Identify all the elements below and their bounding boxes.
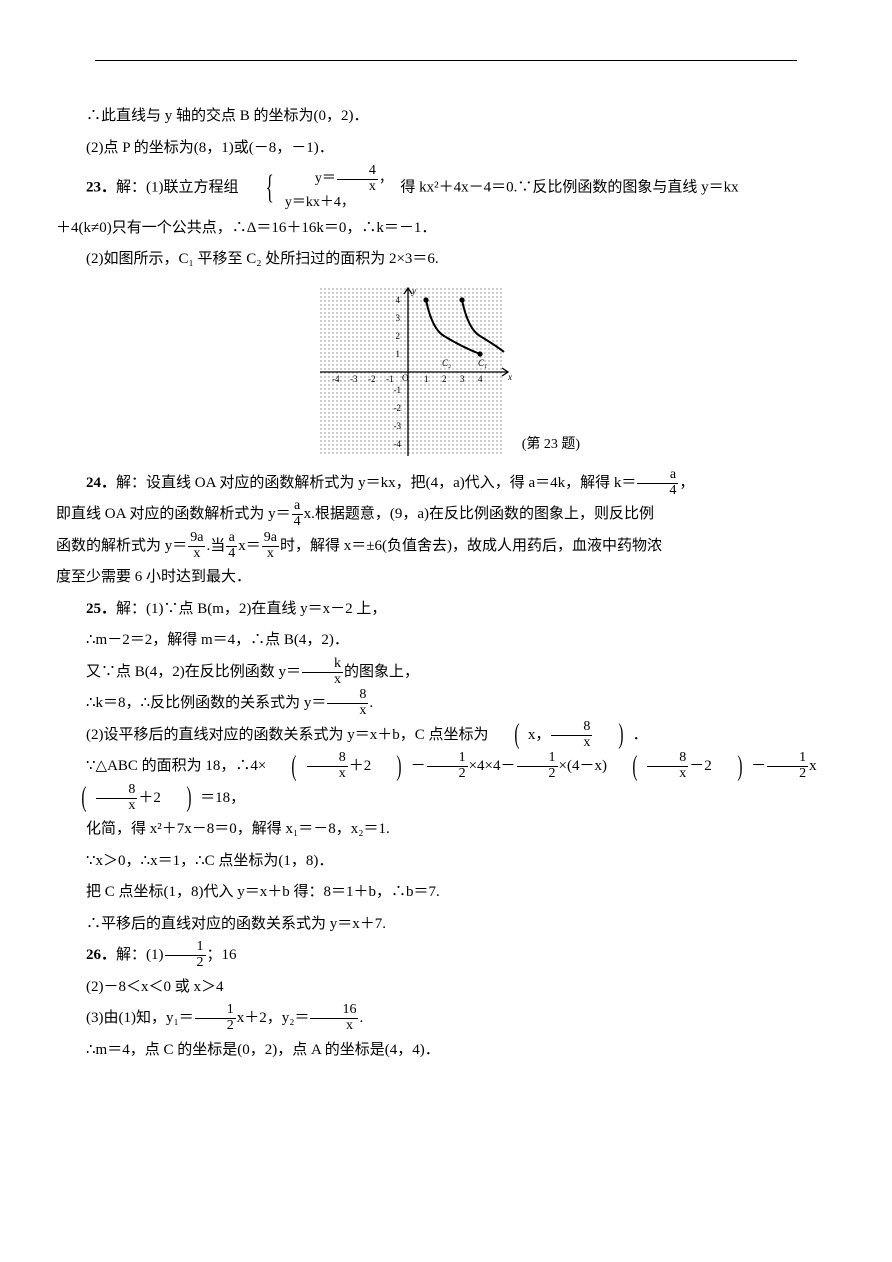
p25-l7: 化简，得 x²＋7x－8＝0，解得 x₁＝－8，x₂＝1.	[56, 814, 836, 846]
y-axis-label: y	[411, 286, 416, 296]
p24-line3: 函数的解析式为 y＝9ax.当a4x＝9ax时，解得 x＝±6(负值舍去)，故成…	[56, 531, 836, 563]
svg-text:-2: -2	[393, 403, 401, 413]
p25-l10: ∴平移后的直线对应的函数关系式为 y＝x＋7.	[56, 909, 836, 941]
c1-label: C₁	[478, 358, 487, 368]
grid-chart: O x y -4 -3 -2 -1 1 2 3 4 1 2 3 4 -1 -2 -3 -4 C₁ C₂	[312, 284, 512, 460]
p23-part2: (2)如图所示，C₁ 平移至 C₂ 处所扫过的面积为 2×3＝6.	[56, 244, 836, 276]
svg-text:3: 3	[395, 313, 400, 323]
p23-line1: 23．解：(1)联立方程组{ y＝4x， y＝kx＋4， 得 kx²＋4x－4＝…	[56, 164, 836, 213]
svg-text:-2: -2	[368, 374, 376, 384]
p22-line2: (2)点 P 的坐标为(8，1)或(－8，－1)．	[56, 133, 836, 165]
p23-cont: ＋4(k≠0)只有一个公共点，∴Δ＝16＋16k＝0，∴k＝－1．	[56, 213, 836, 245]
p23-intro: 解：(1)联立方程组	[116, 180, 239, 196]
p23-number: 23．	[86, 180, 116, 196]
p23-after-system: 得 kx²＋4x－4＝0.∵反比例函数的图象与直线 y＝kx	[400, 180, 738, 196]
p25-l1: 25．解：(1)∵点 B(m，2)在直线 y＝x－2 上，	[56, 594, 836, 626]
p25-l6: ∵△ABC 的面积为 18，∴4×(8x＋2)－12×4×4－12×(4－x)(…	[56, 751, 836, 814]
origin-label: O	[402, 373, 409, 383]
p25-l8: ∵x＞0，∴x＝1，∴C 点坐标为(1，8)．	[56, 846, 836, 878]
svg-text:2: 2	[395, 331, 400, 341]
p25-l5: (2)设平移后的直线对应的函数关系式为 y＝x＋b，C 点坐标为(x，8x)．	[56, 720, 836, 752]
p25-l2: ∴m－2＝2，解得 m＝4，∴点 B(4，2)．	[56, 625, 836, 657]
p26-l4: ∴m＝4，点 C 的坐标是(0，2)，点 A 的坐标是(4，4)．	[56, 1035, 836, 1067]
p22-line1: ∴此直线与 y 轴的交点 B 的坐标为(0，2)．	[56, 101, 836, 133]
svg-text:4: 4	[478, 374, 483, 384]
svg-text:3: 3	[460, 374, 465, 384]
figure-23: O x y -4-3-2-1 1234 1234 -1-2-3-4 C₁ C₂ …	[56, 284, 836, 460]
document-page: ∴此直线与 y 轴的交点 B 的坐标为(0，2)． (2)点 P 的坐标为(8，…	[16, 0, 876, 1106]
svg-text:1: 1	[395, 349, 400, 359]
p25-l4: ∴k＝8，∴反比例函数的关系式为 y＝8x.	[56, 688, 836, 720]
svg-text:1: 1	[424, 374, 429, 384]
c2-label: C₂	[442, 358, 451, 368]
p26-number: 26．	[86, 947, 116, 963]
svg-text:-3: -3	[393, 421, 401, 431]
svg-text:4: 4	[395, 295, 400, 305]
p24-line4: 度至少需要 6 小时达到最大．	[56, 562, 836, 594]
p25-number: 25．	[86, 601, 116, 617]
p26-l3: (3)由(1)知，y₁＝12x＋2，y₂＝16x.	[56, 1003, 836, 1035]
equation-system: y＝4x， y＝kx＋4，	[285, 164, 393, 213]
p24-line2: 即直线 OA 对应的函数解析式为 y＝a4x.根据题意，(9，a)在反比例函数的…	[56, 499, 836, 531]
p25-l9: 把 C 点坐标(1，8)代入 y＝x＋b 得：8＝1＋b，∴b＝7.	[56, 877, 836, 909]
svg-text:2: 2	[442, 374, 447, 384]
p26-l2: (2)－8＜x＜0 或 x＞4	[56, 972, 836, 1004]
svg-text:-4: -4	[332, 374, 340, 384]
frac-4-x: 4x	[337, 164, 378, 194]
p26-l1: 26．解：(1)12；16	[56, 940, 836, 972]
p24-number: 24．	[86, 475, 116, 491]
svg-text:-3: -3	[350, 374, 358, 384]
p24-line1: 24．解：设直线 OA 对应的函数解析式为 y＝kx，把(4，a)代入，得 a＝…	[56, 468, 836, 500]
svg-text:-4: -4	[393, 439, 401, 449]
top-rule	[95, 60, 797, 61]
figure-caption: (第 23 题)	[522, 430, 580, 459]
svg-text:-1: -1	[393, 385, 401, 395]
x-axis-label: x	[507, 372, 512, 382]
svg-text:-1: -1	[386, 374, 394, 384]
p25-l3: 又∵点 B(4，2)在反比例函数 y＝kx的图象上，	[56, 657, 836, 689]
